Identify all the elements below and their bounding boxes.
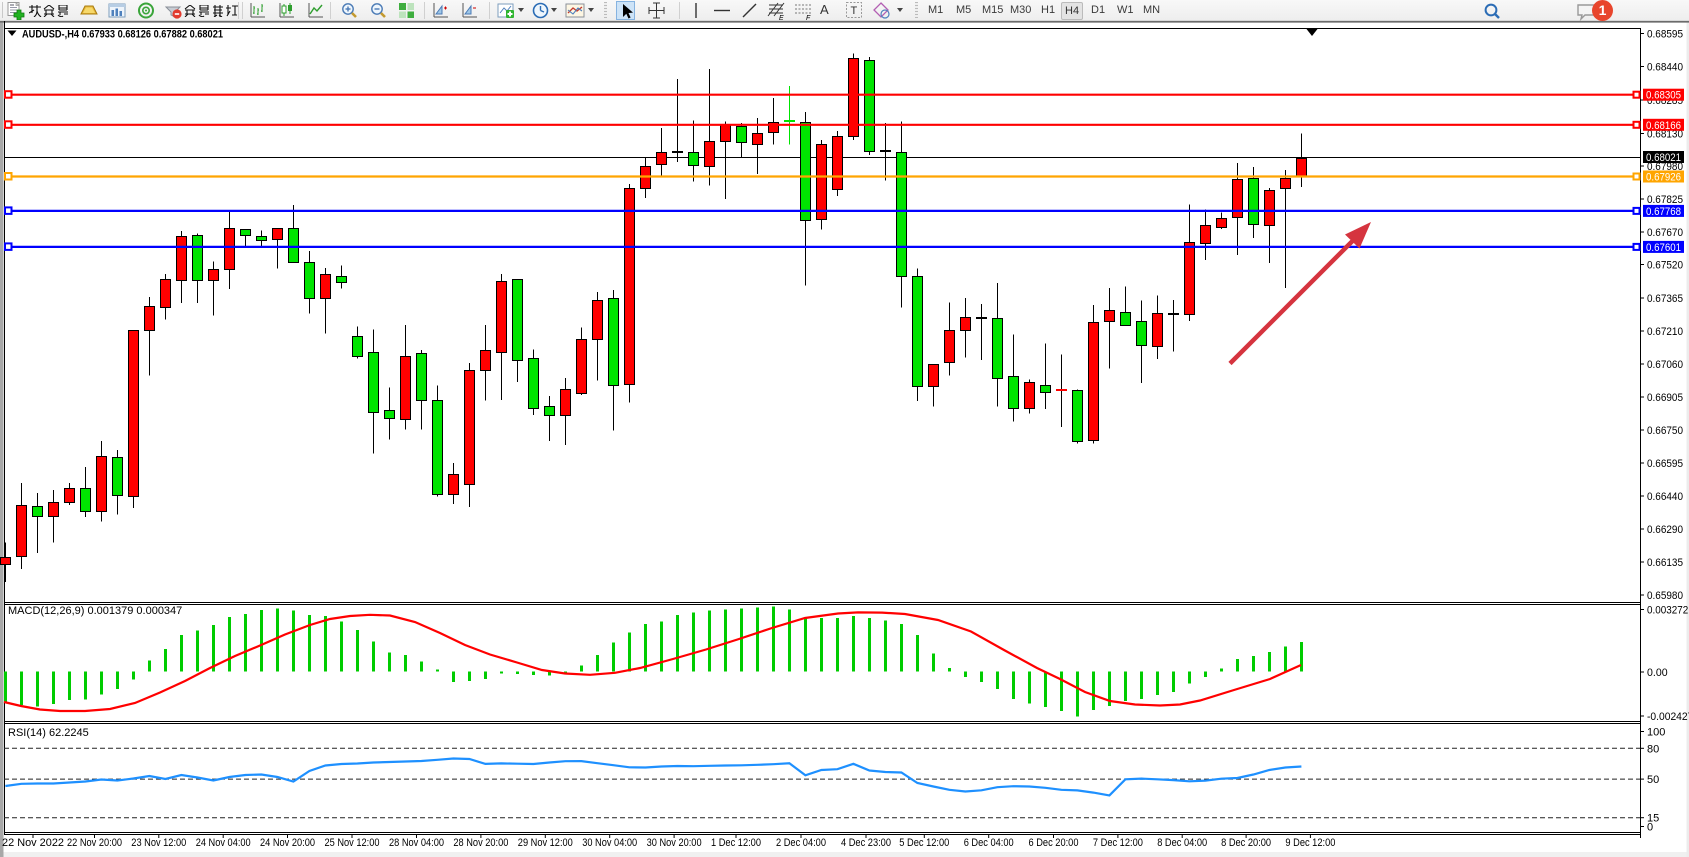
svg-text:28 Nov 04:00: 28 Nov 04:00 [389, 837, 444, 849]
svg-text:100: 100 [1647, 727, 1665, 739]
svg-text:30 Nov 20:00: 30 Nov 20:00 [647, 837, 702, 849]
svg-text:0.65980: 0.65980 [1647, 590, 1683, 602]
svg-text:0.68130: 0.68130 [1647, 129, 1683, 141]
svg-text:0.00: 0.00 [1647, 667, 1668, 679]
svg-text:24 Nov 20:00: 24 Nov 20:00 [260, 837, 315, 849]
svg-text:2 Dec 04:00: 2 Dec 04:00 [776, 837, 826, 849]
svg-text:E: E [779, 15, 784, 20]
svg-text:24 Nov 04:00: 24 Nov 04:00 [196, 837, 251, 849]
svg-text:22 Nov 20:00: 22 Nov 20:00 [67, 837, 122, 849]
svg-text:80: 80 [1647, 743, 1659, 755]
svg-text:0.68595: 0.68595 [1647, 29, 1683, 41]
svg-text:22 Nov 2022: 22 Nov 2022 [2, 837, 64, 849]
svg-text:MACD(12,26,9) 0.001379 0.00034: MACD(12,26,9) 0.001379 0.000347 [8, 605, 182, 617]
svg-text:0.66440: 0.66440 [1647, 491, 1683, 503]
svg-text:AUDUSD-,H4 0.67933 0.68126 0.: AUDUSD-,H4 0.67933 0.68126 0.67882 0.680… [22, 29, 223, 41]
svg-text:0.66750: 0.66750 [1647, 425, 1683, 437]
svg-text:RSI(14) 62.2245: RSI(14) 62.2245 [8, 727, 89, 739]
svg-text:0.67210: 0.67210 [1647, 326, 1683, 338]
svg-text:8 Dec 04:00: 8 Dec 04:00 [1157, 837, 1207, 849]
svg-text:-0.002427: -0.002427 [1647, 711, 1689, 723]
svg-text:0.66595: 0.66595 [1647, 458, 1683, 470]
svg-text:6 Dec 20:00: 6 Dec 20:00 [1029, 837, 1079, 849]
svg-text:0.66905: 0.66905 [1647, 392, 1683, 404]
svg-text:50: 50 [1647, 774, 1659, 786]
svg-text:0.68440: 0.68440 [1647, 62, 1683, 74]
svg-text:0.67926: 0.67926 [1646, 172, 1681, 184]
svg-text:0.67768: 0.67768 [1646, 206, 1681, 218]
svg-text:0.67670: 0.67670 [1647, 227, 1683, 239]
svg-text:F: F [806, 15, 811, 20]
svg-text:23 Nov 12:00: 23 Nov 12:00 [131, 837, 186, 849]
svg-text:0.67980: 0.67980 [1647, 161, 1683, 173]
svg-text:0: 0 [1647, 822, 1653, 834]
svg-text:0.67825: 0.67825 [1647, 194, 1683, 206]
svg-text:30 Nov 04:00: 30 Nov 04:00 [582, 837, 637, 849]
svg-text:0.67601: 0.67601 [1646, 242, 1681, 254]
svg-text:6 Dec 04:00: 6 Dec 04:00 [964, 837, 1014, 849]
svg-text:5 Dec 12:00: 5 Dec 12:00 [899, 837, 949, 849]
svg-text:7 Dec 12:00: 7 Dec 12:00 [1093, 837, 1143, 849]
svg-text:28 Nov 20:00: 28 Nov 20:00 [453, 837, 508, 849]
svg-text:0.66290: 0.66290 [1647, 524, 1683, 536]
svg-text:0.67060: 0.67060 [1647, 359, 1683, 371]
svg-text:0.68166: 0.68166 [1646, 120, 1681, 132]
svg-text:0.67520: 0.67520 [1647, 260, 1683, 272]
svg-text:0.66135: 0.66135 [1647, 557, 1683, 569]
svg-text:0.68305: 0.68305 [1646, 90, 1681, 102]
svg-text:4 Dec 23:00: 4 Dec 23:00 [841, 837, 891, 849]
svg-text:0.67365: 0.67365 [1647, 293, 1683, 305]
svg-text:9 Dec 12:00: 9 Dec 12:00 [1285, 837, 1335, 849]
svg-text:0.003272: 0.003272 [1647, 605, 1688, 617]
svg-text:T: T [851, 5, 858, 17]
svg-text:8 Dec 20:00: 8 Dec 20:00 [1221, 837, 1271, 849]
svg-text:1 Dec 12:00: 1 Dec 12:00 [711, 837, 761, 849]
svg-text:15: 15 [1647, 813, 1659, 825]
svg-text:29 Nov 12:00: 29 Nov 12:00 [518, 837, 573, 849]
svg-text:25 Nov 12:00: 25 Nov 12:00 [325, 837, 380, 849]
svg-text:0.68021: 0.68021 [1646, 152, 1681, 164]
